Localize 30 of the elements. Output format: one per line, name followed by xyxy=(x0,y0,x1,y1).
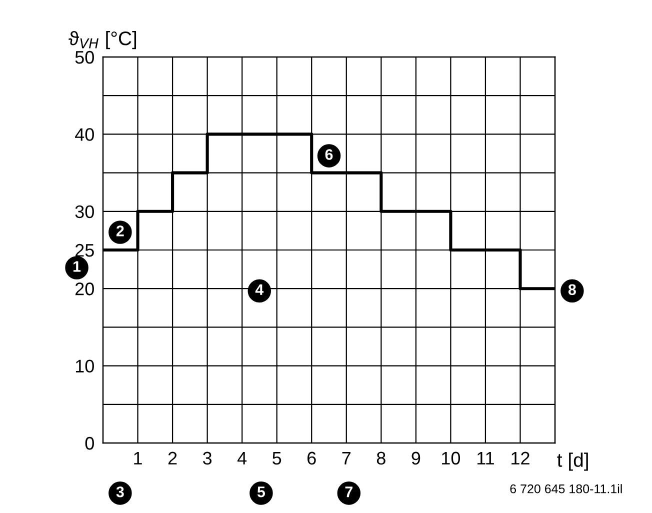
x-tick-label: 8 xyxy=(376,452,386,465)
y-tick-label: 10 xyxy=(76,360,94,373)
annotation: 2 xyxy=(116,226,124,236)
x-tick-label: 2 xyxy=(168,452,177,464)
annotation: 6 xyxy=(325,149,333,160)
y-tick-label: 0 xyxy=(85,436,94,450)
text: 8 xyxy=(568,284,576,296)
text: 6 720 645 180-11.1il xyxy=(510,484,622,494)
y-tick-label: 25 xyxy=(75,244,94,257)
x-tick-label: 5 xyxy=(272,452,282,465)
x-tick-label: 12 xyxy=(512,452,530,464)
x-tick-label: 3 xyxy=(202,452,212,465)
x-tick-label: 7 xyxy=(342,452,350,464)
x-tick-label: 11 xyxy=(477,452,494,464)
annotation: 4 xyxy=(255,284,264,295)
x-tick-label: 4 xyxy=(237,452,247,464)
text: 3 xyxy=(116,486,124,498)
text: 7 xyxy=(345,486,352,498)
x-tick-label: 1 xyxy=(134,452,142,464)
y-tick-label: 20 xyxy=(75,282,94,296)
y-tick-label: 50 xyxy=(75,50,94,64)
y-axis-title: ϑ$_{VH}$ [°C] xyxy=(68,31,136,50)
y-tick-label: 40 xyxy=(75,128,94,141)
text: 5 xyxy=(257,486,266,498)
text: 1 xyxy=(74,261,81,272)
x-axis-title: t [d] xyxy=(557,452,588,471)
y-tick-label: 30 xyxy=(75,205,94,218)
x-tick-label: 6 xyxy=(308,452,316,465)
x-tick-label: 10 xyxy=(442,452,460,465)
x-tick-label: 9 xyxy=(412,452,420,465)
